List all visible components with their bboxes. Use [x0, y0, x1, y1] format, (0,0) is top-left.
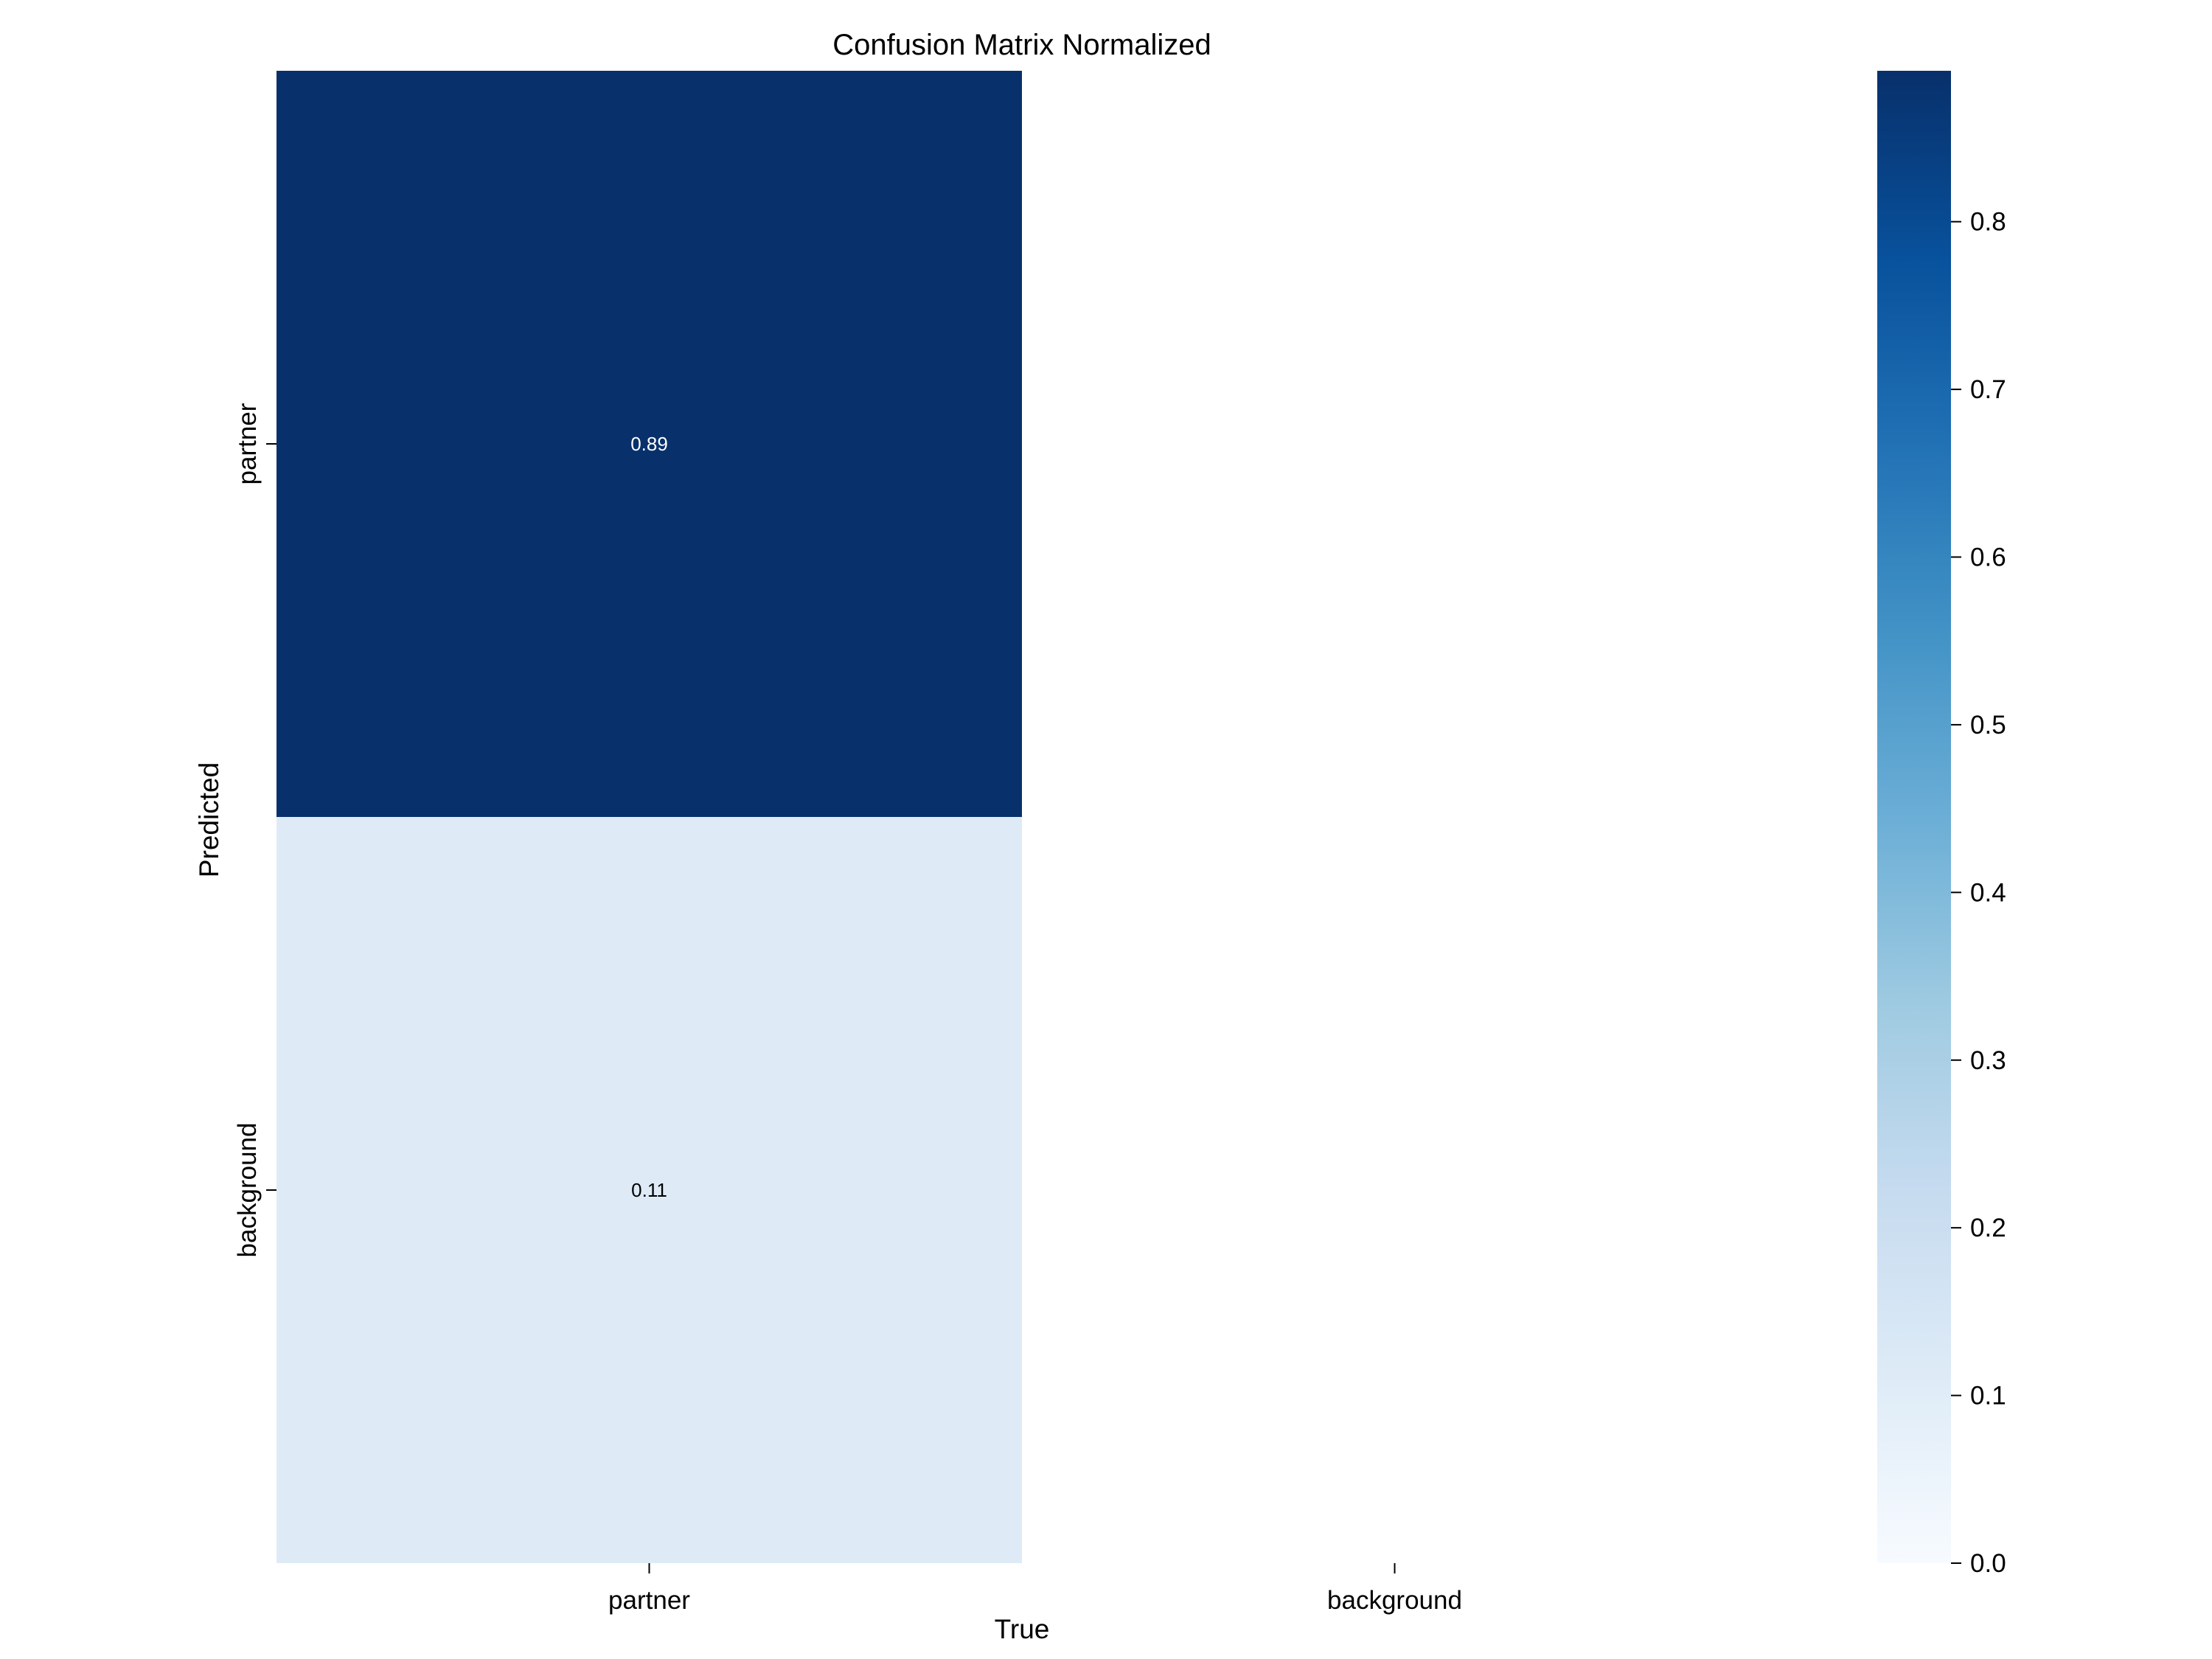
colorbar-tick-label: 0.7	[1970, 375, 2006, 404]
heatmap-cell-labels: 0.89 0.11	[630, 433, 668, 1201]
chart-title: Confusion Matrix Normalized	[832, 29, 1211, 61]
cell-value-label: 0.11	[631, 1179, 667, 1201]
y-tick-label-background: background	[233, 1123, 262, 1258]
colorbar-tick-label: 0.8	[1970, 208, 2006, 237]
colorbar-tick-label: 0.2	[1970, 1214, 2006, 1242]
x-axis-label: True	[995, 1614, 1050, 1644]
colorbar-tick-label: 0.6	[1970, 543, 2006, 572]
y-axis-ticks: partner background	[233, 403, 276, 1257]
colorbar-tick-label: 0.0	[1970, 1549, 2006, 1578]
colorbar	[1877, 71, 1951, 1563]
x-tick-label-partner: partner	[608, 1586, 690, 1615]
cell-value-label: 0.89	[630, 433, 668, 455]
x-tick-label-background: background	[1327, 1586, 1462, 1615]
colorbar-tick-label: 0.5	[1970, 711, 2006, 740]
colorbar-tick-label: 0.1	[1970, 1382, 2006, 1411]
y-tick-label-partner: partner	[233, 403, 262, 484]
colorbar-tick-label: 0.3	[1970, 1046, 2006, 1075]
y-axis-label: Predicted	[194, 762, 224, 877]
heatmap-cell-background-partner	[276, 817, 1022, 1563]
colorbar-tick-label: 0.4	[1970, 878, 2006, 907]
heatmap-cell-partner-partner	[276, 71, 1022, 817]
x-axis-ticks: partner background	[608, 1563, 1462, 1615]
heatmap-cells	[276, 71, 1022, 1563]
colorbar-ticks: 0.0 0.1 0.2 0.3 0.4 0.5 0.6 0.7 0.8	[1951, 208, 2006, 1578]
